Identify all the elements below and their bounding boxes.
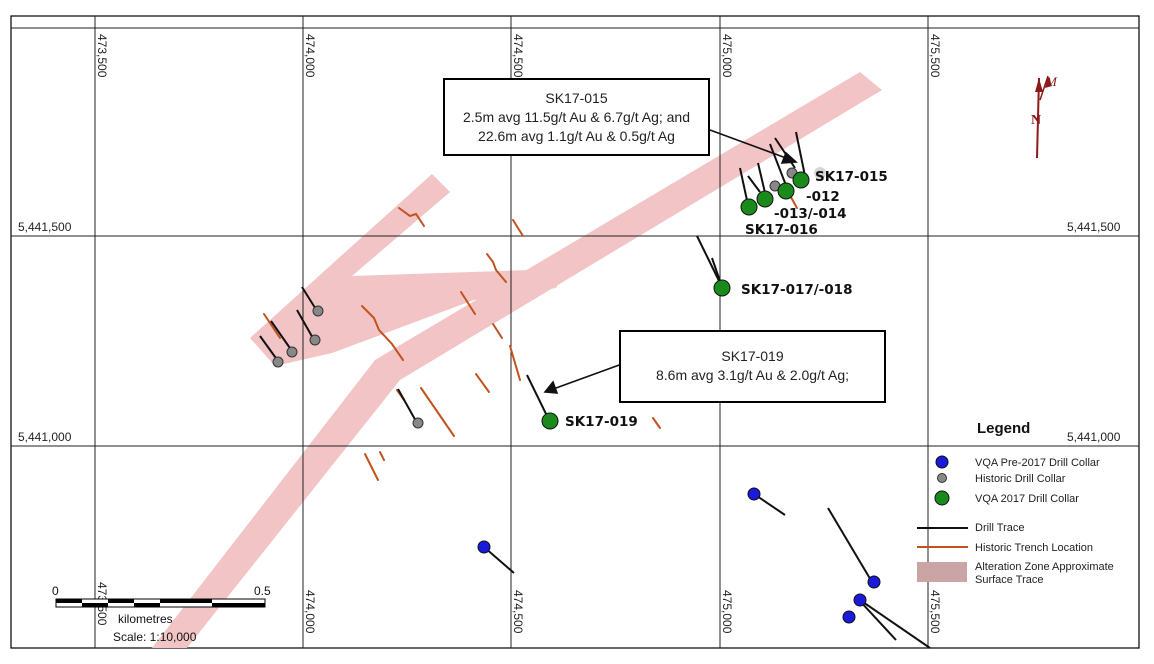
easting-label-bottom-4: 475,000 bbox=[720, 590, 734, 634]
easting-label-top-3: 474,500 bbox=[511, 34, 525, 78]
scale-end-label: 0.5 bbox=[254, 584, 271, 598]
legend-symbol-2017 bbox=[934, 490, 950, 506]
legend-label-pre2017: VQA Pre-2017 Drill Collar bbox=[975, 457, 1100, 469]
easting-label-bottom-2: 474,000 bbox=[303, 590, 317, 634]
legend-label-alteration-1: Alteration Zone Approximate bbox=[975, 561, 1114, 573]
north-arrow: M N bbox=[1031, 74, 1058, 159]
legend-label-alteration-2: Surface Trace bbox=[975, 574, 1043, 586]
alteration-zone-west-branch bbox=[250, 174, 570, 366]
true-north-label: N bbox=[1031, 113, 1041, 128]
historic-collar bbox=[272, 356, 284, 368]
arrowhead-sk17-015 bbox=[780, 151, 798, 164]
collar-2017 bbox=[792, 171, 810, 189]
alteration-zone bbox=[152, 72, 882, 648]
legend-label-trench: Historic Trench Location bbox=[975, 542, 1093, 554]
label-013-014: -013/-014 bbox=[774, 206, 847, 222]
northing-label-left-2: 5,441,000 bbox=[18, 430, 72, 444]
scale-ratio: Scale: 1:10,000 bbox=[113, 630, 197, 644]
collar-labels: SK17-015 -012 -013/-014 SK17-016 SK17-01… bbox=[565, 169, 888, 430]
legend-label-2017: VQA 2017 Drill Collar bbox=[975, 493, 1079, 505]
collar-2017 bbox=[713, 279, 731, 297]
trench bbox=[492, 323, 503, 339]
arrowhead-sk17-019 bbox=[543, 380, 559, 394]
collar-pre-2017 bbox=[747, 487, 761, 501]
callout-title: SK17-019 bbox=[721, 348, 784, 364]
historic-collar bbox=[312, 305, 324, 317]
historic-collar bbox=[286, 346, 298, 358]
historic-trenches bbox=[263, 171, 798, 481]
callout-arrows bbox=[543, 129, 798, 394]
northing-label-right-1: 5,441,500 bbox=[1067, 220, 1121, 234]
magnetic-north-label: M bbox=[1045, 74, 1058, 89]
collar-2017 bbox=[740, 198, 758, 216]
easting-label-top-5: 475,500 bbox=[928, 34, 942, 78]
trench bbox=[263, 313, 281, 339]
scale-start-label: 0 bbox=[52, 584, 59, 598]
vqa-2017-drill-collars bbox=[541, 171, 810, 430]
scale-bar: 0 0.5 kilometres Scale: 1:10,000 bbox=[52, 584, 271, 644]
trench bbox=[398, 207, 425, 227]
vqa-pre-2017-drill-collars bbox=[477, 487, 881, 624]
legend-symbol-historic bbox=[937, 473, 947, 483]
northing-label-right-2: 5,441,000 bbox=[1067, 430, 1121, 444]
trench bbox=[364, 453, 379, 481]
collar-2017 bbox=[541, 412, 559, 430]
trench bbox=[486, 253, 507, 283]
callout-sk17-019: SK17-019 8.6m avg 3.1g/t Au & 2.0g/t Ag; bbox=[619, 330, 886, 403]
label-012: -012 bbox=[806, 189, 840, 205]
collar-2017 bbox=[777, 182, 795, 200]
easting-label-top-4: 475,000 bbox=[720, 34, 734, 78]
trench bbox=[379, 451, 385, 461]
legend-label-drill-trace: Drill Trace bbox=[975, 522, 1025, 534]
callout-title: SK17-015 bbox=[545, 90, 608, 106]
trench bbox=[475, 373, 490, 393]
drill-traces bbox=[259, 131, 931, 649]
historic-collar bbox=[412, 417, 424, 429]
northing-label-left-1: 5,441,500 bbox=[18, 220, 72, 234]
callout-line: 22.6m avg 1.1g/t Au & 0.5g/t Ag bbox=[478, 128, 675, 144]
callout-sk17-015: SK17-015 2.5m avg 11.5g/t Au & 6.7g/t Ag… bbox=[443, 78, 710, 156]
easting-label-bottom-5: 475,500 bbox=[928, 590, 942, 634]
label-sk17-019: SK17-019 bbox=[565, 414, 638, 430]
legend: Legend VQA Pre-2017 Drill Collar Histori… bbox=[917, 420, 1114, 586]
trench bbox=[420, 387, 455, 437]
easting-label-top-2: 474,000 bbox=[303, 34, 317, 78]
label-sk17-017-018: SK17-017/-018 bbox=[741, 282, 852, 298]
collar-pre-2017 bbox=[842, 610, 856, 624]
collar-2017 bbox=[756, 190, 774, 208]
historic-collar-pale bbox=[814, 167, 826, 179]
label-sk17-015: SK17-015 bbox=[815, 169, 888, 185]
legend-title: Legend bbox=[977, 420, 1030, 437]
callout-line: 8.6m avg 3.1g/t Au & 2.0g/t Ag; bbox=[655, 367, 850, 383]
trench bbox=[509, 345, 521, 381]
legend-label-historic: Historic Drill Collar bbox=[975, 473, 1066, 485]
trench bbox=[512, 219, 524, 237]
legend-symbol-pre2017 bbox=[935, 455, 949, 469]
label-sk17-016: SK17-016 bbox=[745, 222, 818, 238]
scale-units: kilometres bbox=[118, 612, 173, 626]
historic-collar bbox=[309, 334, 321, 346]
alteration-zone-main bbox=[152, 72, 882, 648]
legend-symbol-alteration bbox=[917, 562, 967, 582]
collar-pre-2017 bbox=[477, 540, 491, 554]
callout-line: 2.5m avg 11.5g/t Au & 6.7g/t Ag; and bbox=[462, 109, 690, 125]
easting-label-bottom-3: 474,500 bbox=[511, 590, 525, 634]
collar-pre-2017 bbox=[867, 575, 881, 589]
collar-pre-2017 bbox=[853, 593, 867, 607]
trench bbox=[361, 305, 404, 361]
easting-label-top-1: 473,500 bbox=[95, 34, 109, 78]
trench bbox=[652, 417, 661, 429]
trench bbox=[460, 291, 476, 315]
